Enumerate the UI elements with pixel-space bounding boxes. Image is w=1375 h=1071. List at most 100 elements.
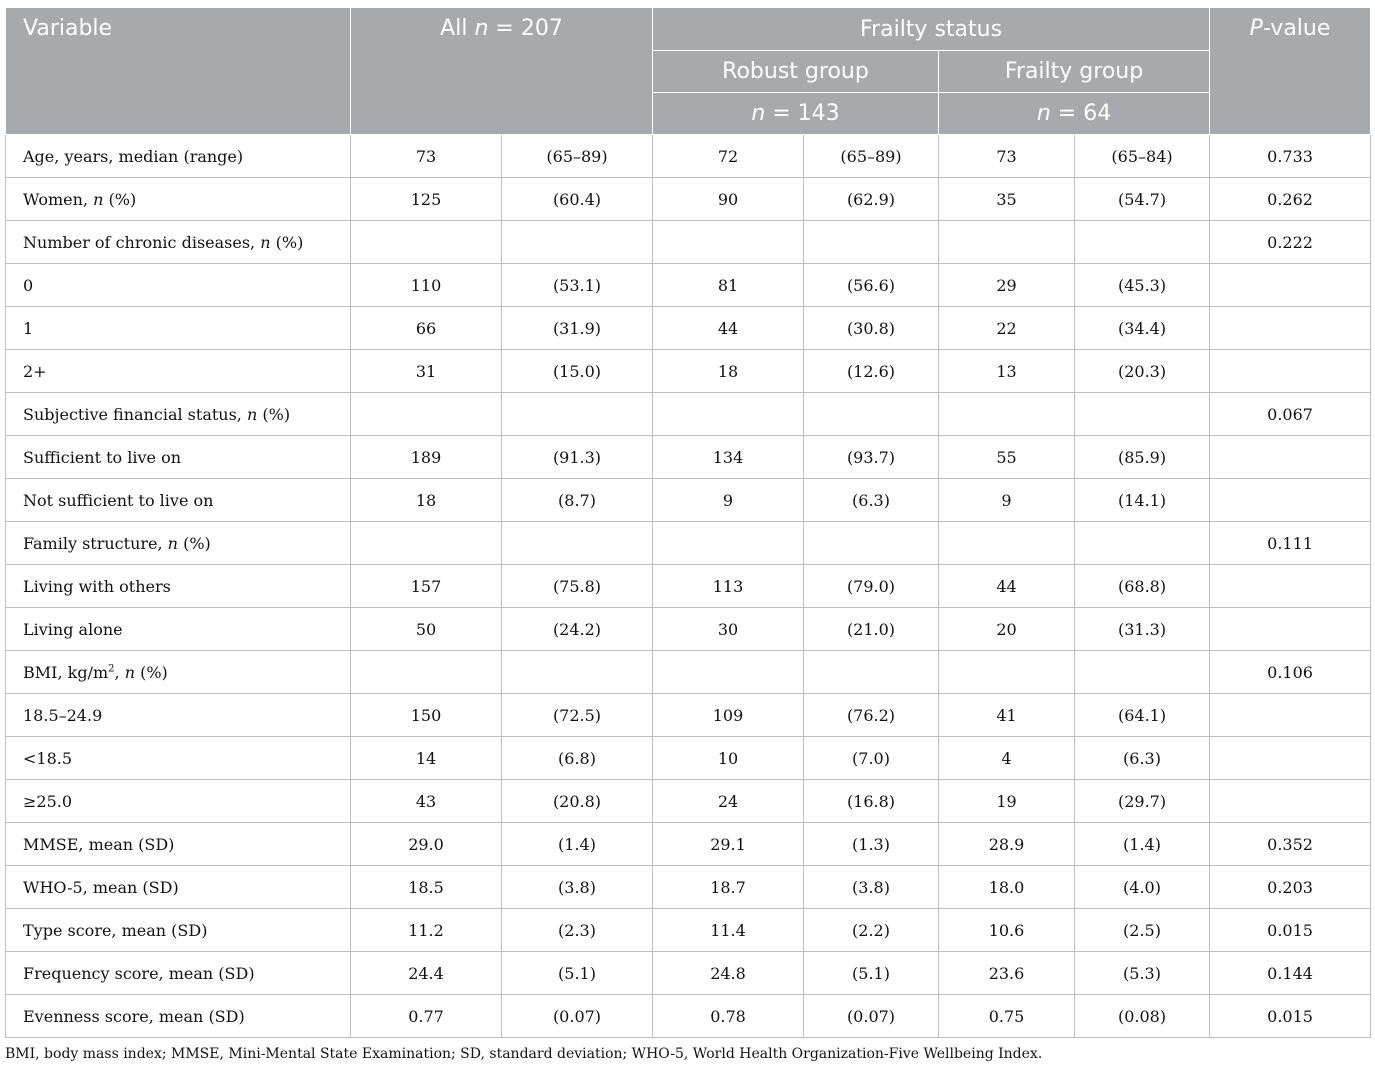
table-row: Family structure, n (%) 0.111 xyxy=(5,521,1372,565)
header-frailty-group: Frailty group xyxy=(937,50,1211,93)
cell-frailty-value: 4 xyxy=(938,736,1075,780)
cell-robust-percent: (56.6) xyxy=(803,263,939,307)
cell-frailty-percent: (0.08) xyxy=(1073,994,1211,1038)
cell-p-value: 0.222 xyxy=(1209,220,1372,264)
table-row: BMI, kg/m2, n (%) 0.106 xyxy=(5,650,1372,694)
cell-robust-value: 44 xyxy=(652,306,804,350)
cell-frailty-value: 28.9 xyxy=(938,822,1075,866)
cell-all-value: 66 xyxy=(350,306,502,350)
cell-all-value: 29.0 xyxy=(350,822,502,866)
cell-all-percent: (8.7) xyxy=(501,478,653,522)
row-label: Frequency score, mean (SD) xyxy=(5,951,351,995)
cell-p-value: 0.067 xyxy=(1209,392,1372,436)
table-row: Subjective financial status, n (%) 0.067 xyxy=(5,392,1372,436)
cell-all-value: 11.2 xyxy=(350,908,502,952)
cell-all-percent: (2.3) xyxy=(501,908,653,952)
row-label: ≥25.0 xyxy=(5,779,351,823)
cell-robust-value: 30 xyxy=(652,607,804,651)
cell-frailty-percent: (34.4) xyxy=(1073,306,1211,350)
table-row: Living alone 50 (24.2) 30 (21.0) 20 (31.3) xyxy=(5,607,1372,651)
table-row: Sufficient to live on 189 (91.3) 134 (93.7) 5… xyxy=(5,435,1372,479)
cell-all-percent xyxy=(501,220,653,264)
table-row: 0 110 (53.1) 81 (56.6) 29 (45.3) xyxy=(5,263,1372,307)
row-label: Not sufficient to live on xyxy=(5,478,351,522)
cell-frailty-percent: (29.7) xyxy=(1073,779,1211,823)
cell-p-value: 0.352 xyxy=(1209,822,1372,866)
header-frailty-n: n = 64 xyxy=(937,92,1211,135)
cell-robust-percent xyxy=(803,650,939,694)
cell-robust-value xyxy=(652,650,804,694)
header-robust-n: n = 143 xyxy=(652,92,939,135)
cell-robust-percent: (3.8) xyxy=(803,865,939,909)
cell-frailty-percent: (14.1) xyxy=(1073,478,1211,522)
cell-frailty-value: 44 xyxy=(938,564,1075,608)
table-row: Living with others 157 (75.8) 113 (79.0) 44 (6… xyxy=(5,564,1372,608)
cell-all-percent: (6.8) xyxy=(501,736,653,780)
cell-frailty-percent: (4.0) xyxy=(1073,865,1211,909)
cell-robust-value: 72 xyxy=(652,134,804,178)
row-label: MMSE, mean (SD) xyxy=(5,822,351,866)
cell-robust-percent: (93.7) xyxy=(803,435,939,479)
row-label: Evenness score, mean (SD) xyxy=(5,994,351,1038)
cell-robust-value: 24.8 xyxy=(652,951,804,995)
cell-all-value: 18.5 xyxy=(350,865,502,909)
table-header: Variable All n = 207 Frailty status P-va… xyxy=(5,7,1372,135)
row-label: Age, years, median (range) xyxy=(5,134,351,178)
cell-robust-percent: (62.9) xyxy=(803,177,939,221)
cell-all-percent: (53.1) xyxy=(501,263,653,307)
cell-frailty-value: 29 xyxy=(938,263,1075,307)
cell-robust-value: 113 xyxy=(652,564,804,608)
cell-frailty-value xyxy=(938,650,1075,694)
cell-frailty-value xyxy=(938,521,1075,565)
cell-p-value: 0.015 xyxy=(1209,908,1372,952)
cell-robust-value: 11.4 xyxy=(652,908,804,952)
cell-frailty-percent xyxy=(1073,220,1211,264)
cell-frailty-value: 13 xyxy=(938,349,1075,393)
cell-robust-percent xyxy=(803,521,939,565)
cell-all-value: 150 xyxy=(350,693,502,737)
cell-p-value xyxy=(1209,779,1372,823)
row-label: Sufficient to live on xyxy=(5,435,351,479)
cell-all-percent: (75.8) xyxy=(501,564,653,608)
cell-frailty-percent: (45.3) xyxy=(1073,263,1211,307)
cell-frailty-percent: (85.9) xyxy=(1073,435,1211,479)
header-p-value: P-value xyxy=(1209,7,1372,135)
cell-all-percent: (15.0) xyxy=(501,349,653,393)
cell-all-percent xyxy=(501,650,653,694)
cell-frailty-percent xyxy=(1073,392,1211,436)
table-row: Age, years, median (range) 73 (65–89) 72 (65… xyxy=(5,134,1372,178)
cell-p-value xyxy=(1209,736,1372,780)
cell-frailty-value: 35 xyxy=(938,177,1075,221)
table-row: Not sufficient to live on 18 (8.7) 9 (6.3) 9(… xyxy=(5,478,1372,522)
cell-all-percent: (3.8) xyxy=(501,865,653,909)
table-row: MMSE, mean (SD) 29.0 (1.4) 29.1 (1.3) 28.9 (1.… xyxy=(5,822,1372,866)
header-frailty-status: Frailty status xyxy=(651,7,1211,51)
cell-p-value xyxy=(1209,435,1372,479)
cell-robust-percent: (79.0) xyxy=(803,564,939,608)
table-row: Frequency score, mean (SD) 24.4 (5.1) 24.8(… xyxy=(5,951,1372,995)
cell-robust-percent: (12.6) xyxy=(803,349,939,393)
table-row: 2+ 31 (15.0) 18 (12.6) 13 (20.3) xyxy=(5,349,1372,393)
cell-frailty-percent: (5.3) xyxy=(1073,951,1211,995)
cell-p-value: 0.015 xyxy=(1209,994,1372,1038)
cell-robust-percent: (65–89) xyxy=(803,134,939,178)
cell-p-value xyxy=(1209,306,1372,350)
cell-p-value xyxy=(1209,564,1372,608)
cell-frailty-value xyxy=(938,392,1075,436)
cell-frailty-percent xyxy=(1073,650,1211,694)
cell-p-value xyxy=(1209,349,1372,393)
cell-p-value xyxy=(1209,607,1372,651)
row-label: Subjective financial status, n (%) xyxy=(5,392,351,436)
cell-frailty-value: 73 xyxy=(938,134,1075,178)
cell-all-percent: (1.4) xyxy=(501,822,653,866)
cell-frailty-value: 10.6 xyxy=(938,908,1075,952)
cell-robust-percent: (16.8) xyxy=(803,779,939,823)
cell-all-value xyxy=(350,521,502,565)
cell-frailty-value: 0.75 xyxy=(938,994,1075,1038)
cell-frailty-percent: (31.3) xyxy=(1073,607,1211,651)
cell-robust-value: 29.1 xyxy=(652,822,804,866)
table-footnote: BMI, body mass index; MMSE, Mini-Mental … xyxy=(5,1046,1043,1062)
row-label: Type score, mean (SD) xyxy=(5,908,351,952)
row-label: Family structure, n (%) xyxy=(5,521,351,565)
cell-robust-percent: (7.0) xyxy=(803,736,939,780)
